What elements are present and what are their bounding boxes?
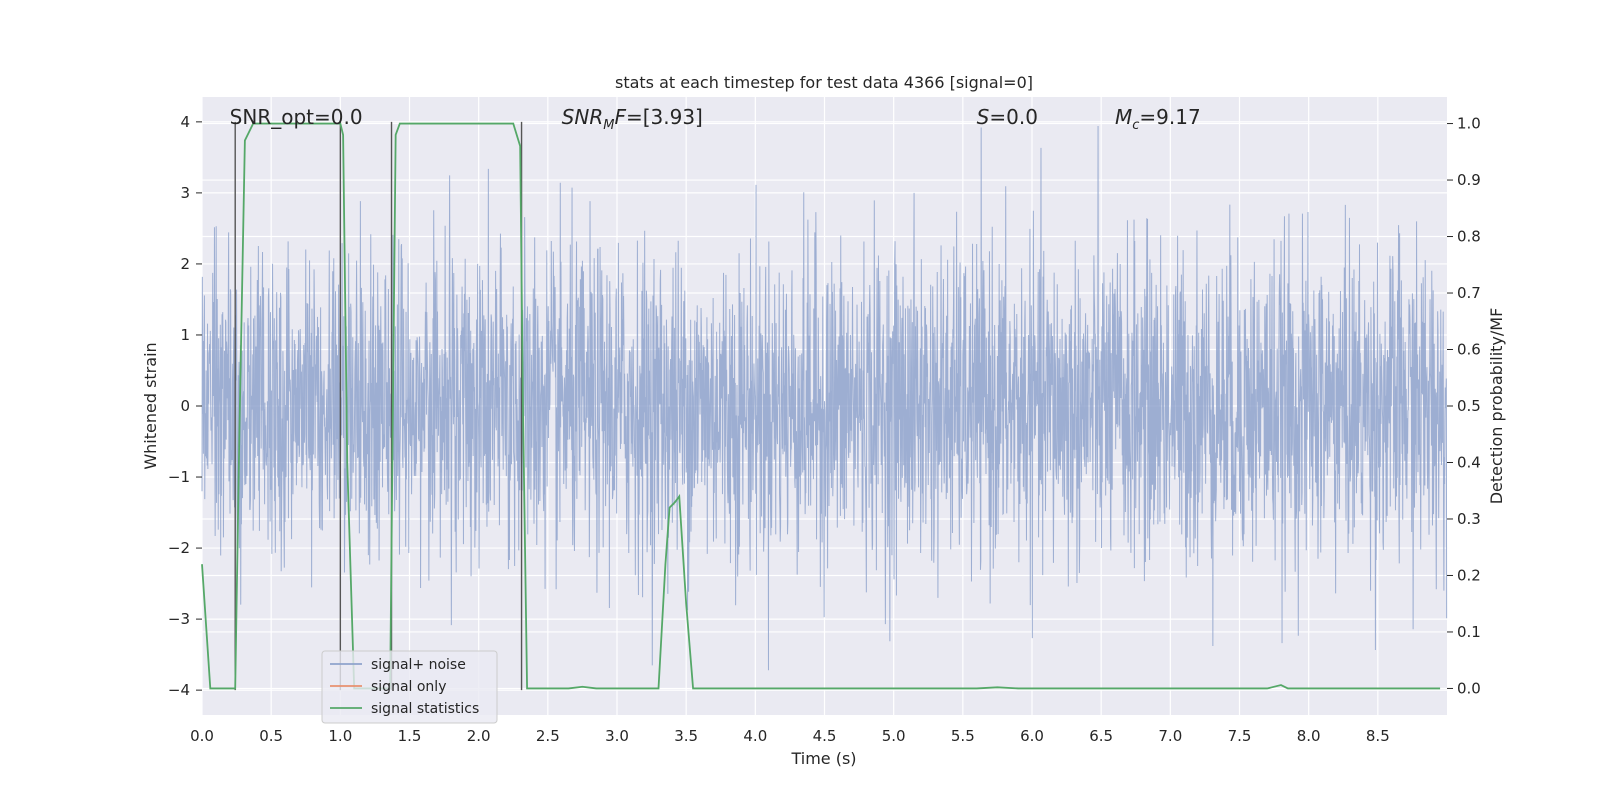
x-tick-label: 7.5 xyxy=(1228,727,1252,745)
y2-tick-label: 0.8 xyxy=(1457,228,1481,246)
legend-label-signal-noise: signal+ noise xyxy=(371,657,466,673)
annotation-snr_mf: SNRMF=[3.93] xyxy=(562,105,703,133)
y2-axis-label: Detection probability/MF xyxy=(1487,308,1506,505)
ticks: 0.0 0.5 1.0 1.5 2.0 2.5 3.0 3.5 4.0 4.5 5.0 5.5 6.0 6… xyxy=(168,113,1481,745)
signal-statistics-series xyxy=(201,122,1441,690)
y-tick-label: 0 xyxy=(180,397,190,415)
x-tick-label: 5.5 xyxy=(951,727,975,745)
y2-tick-label: 0.4 xyxy=(1457,453,1481,471)
y2-tick-label: 0.3 xyxy=(1457,510,1481,528)
x-tick-label: 3.0 xyxy=(605,727,629,745)
y-tick-label: −1 xyxy=(168,468,190,486)
x-tick-label: 7.0 xyxy=(1158,727,1182,745)
x-tick-label: 2.5 xyxy=(536,727,560,745)
y2-tick-label: 0.7 xyxy=(1457,284,1481,302)
y2-tick-label: 0.2 xyxy=(1457,566,1481,584)
signal-statistics-line xyxy=(201,122,1441,690)
x-tick-label: 1.0 xyxy=(328,727,352,745)
x-tick-label: 8.5 xyxy=(1366,727,1390,745)
y2-tick-label: 0.5 xyxy=(1457,397,1481,415)
y2-tick-label: 0.1 xyxy=(1457,623,1481,641)
y-tick-label: −4 xyxy=(168,681,190,699)
annotation-s: S=0.0 xyxy=(977,105,1038,129)
x-tick-label: 1.5 xyxy=(398,727,422,745)
x-tick-label: 8.0 xyxy=(1297,727,1321,745)
signal-noise-series xyxy=(201,125,1448,671)
x-axis-label: Time (s) xyxy=(790,749,856,768)
annotations: SNR_opt=0.0 SNRMF=[3.93] S=0.0 Mc=9.17 xyxy=(230,105,1201,133)
annotation-mc: Mc=9.17 xyxy=(1115,105,1201,133)
x-tick-label: 0.0 xyxy=(190,727,214,745)
y2-tick-label: 0.6 xyxy=(1457,341,1481,359)
y-tick-label: −3 xyxy=(168,610,190,628)
x-tick-label: 6.5 xyxy=(1089,727,1113,745)
legend-box xyxy=(321,650,498,724)
y-tick-label: 1 xyxy=(180,326,190,344)
annotation-snr_opt: SNR_opt=0.0 xyxy=(230,105,363,129)
x-tick-label: 4.5 xyxy=(813,727,837,745)
y-tick-label: 3 xyxy=(180,184,190,202)
x-tick-label: 5.0 xyxy=(882,727,906,745)
x-tick-label: 4.0 xyxy=(743,727,767,745)
y2-tick-label: 0.0 xyxy=(1457,679,1481,697)
chart-title: stats at each timestep for test data 436… xyxy=(615,73,1033,92)
x-tick-label: 2.0 xyxy=(467,727,491,745)
x-tick-label: 3.5 xyxy=(674,727,698,745)
y-tick-label: 4 xyxy=(180,113,190,131)
y-tick-label: 2 xyxy=(180,255,190,273)
y2-tick-label: 0.9 xyxy=(1457,171,1481,189)
legend-label-signal-only: signal only xyxy=(371,679,446,695)
y-axis-label: Whitened strain xyxy=(141,342,160,469)
y2-tick-label: 1.0 xyxy=(1457,115,1481,133)
signal-noise-line xyxy=(201,125,1448,671)
x-tick-label: 0.5 xyxy=(259,727,283,745)
y-tick-label: −2 xyxy=(168,539,190,557)
x-tick-label: 6.0 xyxy=(1020,727,1044,745)
legend-label-signal-statistics: signal statistics xyxy=(371,701,479,717)
legend: signal+ noise signal only signal statist… xyxy=(321,650,498,724)
